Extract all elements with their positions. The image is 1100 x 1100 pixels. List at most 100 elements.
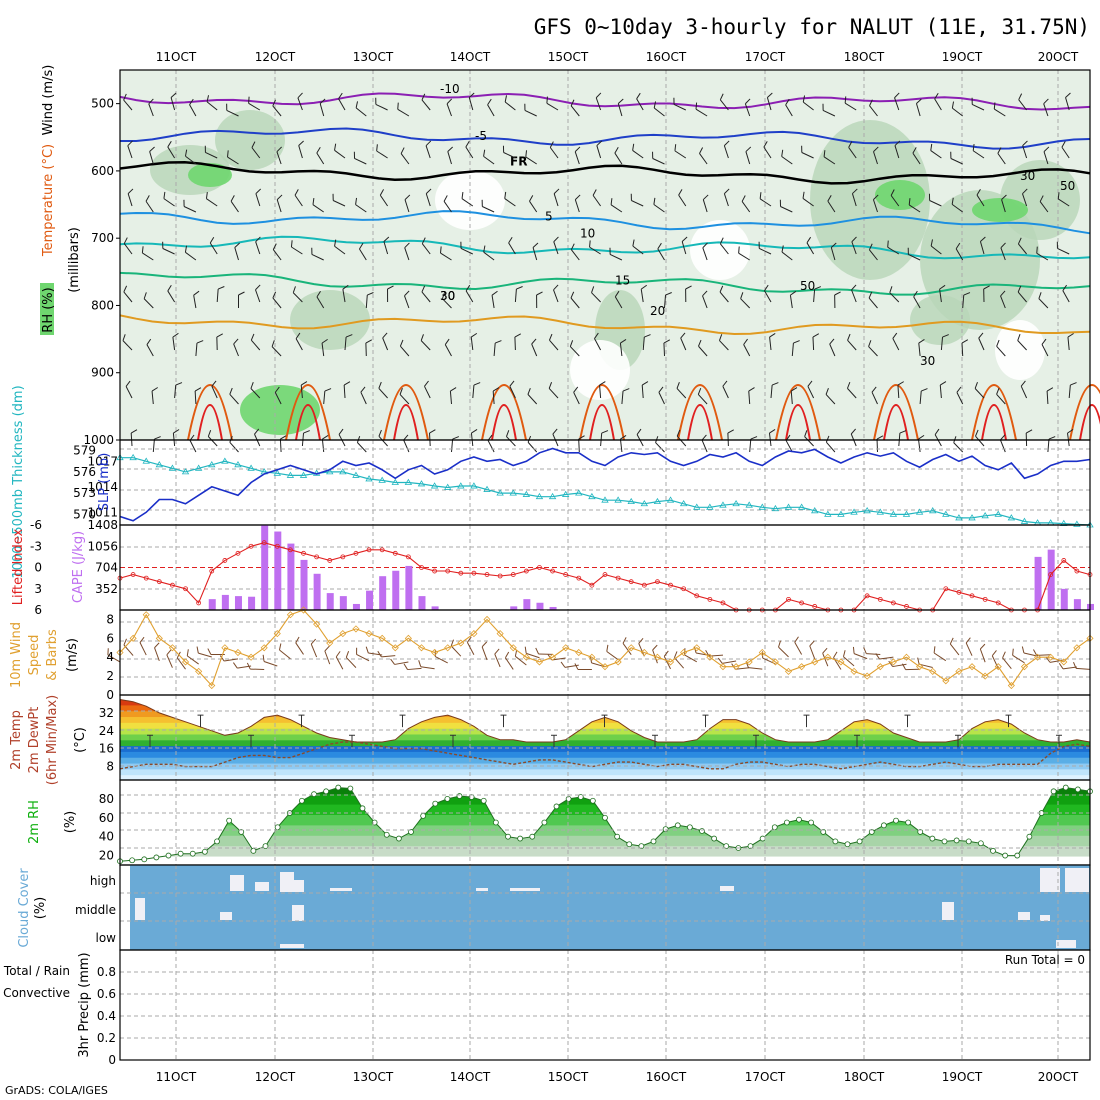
- lifted-index-marker: [537, 565, 542, 570]
- wind-speed-marker: [666, 658, 675, 666]
- wind-barb: [699, 147, 708, 165]
- wind-speed-marker: [221, 644, 229, 652]
- cloud-gap: [255, 882, 269, 891]
- wind-barb-staff: [527, 394, 538, 405]
- rh-legend-swatch: [40, 283, 54, 335]
- rh-dry-patch: [995, 320, 1045, 380]
- wind-barb: [216, 333, 223, 351]
- wind-barb-staff: [976, 194, 985, 207]
- wind-speed-marker: [994, 663, 1002, 671]
- wind-barb-staff: [233, 343, 239, 357]
- temp-fill: [120, 699, 1090, 780]
- wind-barb: [596, 140, 603, 159]
- wind-barb-flag: [764, 284, 769, 292]
- thickness-marker: [653, 497, 662, 505]
- wind-barb-staff: [673, 103, 687, 111]
- ylabel-wind10m: 10m Wind: [9, 622, 24, 688]
- cape-bar: [261, 525, 269, 610]
- wind-barb: [195, 340, 204, 357]
- wind-barb: [149, 146, 155, 165]
- wind-barb-flag: [238, 291, 245, 296]
- rh-shading: [1000, 160, 1080, 240]
- wind-barb-staff: [676, 388, 687, 399]
- wind-barb-staff: [594, 338, 602, 351]
- temp-tick-label: 8: [106, 760, 114, 774]
- wind-barb-flag: [802, 95, 806, 103]
- wind-barb: [996, 339, 1006, 357]
- wind-barb-flag: [825, 388, 829, 395]
- wind-barb-flag: [434, 649, 436, 657]
- thickness-marker: [496, 489, 504, 496]
- wind-barb: [143, 292, 154, 309]
- wind-barb-staff: [198, 652, 212, 658]
- wind-barb-flag: [852, 188, 858, 194]
- rh-marker: [638, 843, 645, 850]
- wind-barb-staff: [319, 103, 325, 117]
- wind-barb-staff: [595, 97, 602, 111]
- isotherm-label: -5: [475, 129, 487, 143]
- wind-barb-flag: [763, 141, 768, 148]
- rh-band: [120, 792, 1090, 805]
- wind-barb-staff: [868, 297, 878, 309]
- wind-barb-flag: [207, 648, 212, 655]
- rh-marker: [917, 829, 924, 835]
- wind-barb-staff: [979, 648, 986, 663]
- cape-bar: [313, 573, 321, 610]
- wind-barb-staff: [829, 343, 836, 357]
- wind-barb-staff: [176, 657, 186, 670]
- thickness-marker: [575, 489, 583, 496]
- wind-barb-flag: [492, 387, 500, 392]
- wind-barb-flag: [491, 290, 498, 296]
- rh-marker: [141, 856, 148, 863]
- wind-barb-staff: [255, 289, 261, 303]
- wind-barb: [1039, 195, 1049, 213]
- wind-barb-flag: [531, 338, 537, 345]
- wind-barb-staff: [641, 384, 644, 399]
- wind-barb: [399, 388, 410, 405]
- rh-marker: [432, 800, 439, 807]
- temp-band: [120, 773, 1090, 780]
- lifted-index-marker: [890, 600, 896, 606]
- wind-barb-staff: [621, 391, 624, 405]
- wind-barb-staff: [908, 204, 921, 213]
- wind-barb-staff: [207, 436, 218, 447]
- cloud-gap: [1056, 940, 1076, 948]
- wind-barb-staff: [996, 394, 1006, 405]
- cape-bar: [234, 596, 242, 610]
- wind-barb-staff: [1001, 199, 1006, 213]
- thickness-marker: [194, 464, 203, 471]
- wind-barb: [1057, 192, 1070, 207]
- wind-barb-flag: [1036, 246, 1038, 254]
- wind-barb-staff: [933, 652, 947, 662]
- thickness-marker: [470, 482, 478, 489]
- wind-barb: [424, 380, 431, 399]
- precip-frame: [119, 949, 1091, 1061]
- lifted-index-marker: [327, 558, 333, 563]
- wind-barb-flag: [229, 435, 233, 443]
- wind-barb: [514, 286, 523, 303]
- wind-speed-marker: [352, 625, 360, 633]
- wind-barb-flag: [769, 428, 776, 434]
- wind-barb-flag: [718, 334, 723, 341]
- wind-barb-staff: [766, 97, 772, 111]
- wind-barb-staff: [827, 200, 836, 213]
- wind-barb-flag: [321, 338, 328, 344]
- wind-barb-staff: [172, 337, 176, 351]
- wind-barb: [447, 146, 454, 165]
- wind-barb-flag: [570, 291, 575, 299]
- wind-barb-staff: [1017, 291, 1027, 303]
- wind-barb-flag: [1065, 92, 1071, 98]
- thickness-marker: [942, 510, 950, 517]
- isotherm-label: 20: [650, 304, 665, 318]
- wind-barb: [594, 332, 602, 351]
- wind-barb-staff: [375, 103, 388, 111]
- wind-speed-marker: [1073, 644, 1081, 652]
- wind-barb-flag: [848, 141, 853, 148]
- wind-barb: [894, 92, 900, 111]
- wind-barb-flag: [440, 246, 442, 254]
- wind-barb-staff: [740, 298, 751, 309]
- wind-barb-flag: [951, 197, 954, 205]
- wind-barb: [279, 435, 287, 453]
- wind-barb-staff: [276, 151, 282, 165]
- wind-barb: [276, 146, 282, 165]
